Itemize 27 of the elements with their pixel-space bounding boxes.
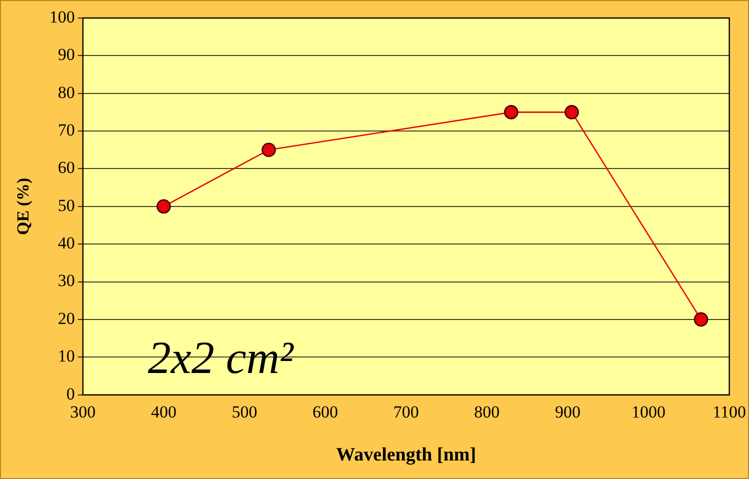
y-tick-label: 10 xyxy=(58,346,75,366)
x-tick-label: 500 xyxy=(232,402,258,422)
y-tick-label: 80 xyxy=(58,82,75,102)
x-tick-label: 1000 xyxy=(632,402,666,422)
x-tick-label: 300 xyxy=(70,402,96,422)
point xyxy=(262,142,276,158)
y-tick-label: 30 xyxy=(58,271,75,290)
point xyxy=(156,199,171,214)
point xyxy=(504,105,518,120)
y-tick-label: 100 xyxy=(49,7,75,26)
x-tick-label: 900 xyxy=(554,402,580,422)
y-tick-label: 40 xyxy=(58,234,75,253)
y-tick-label: 90 xyxy=(58,45,75,64)
x-tick-label: 700 xyxy=(393,402,419,422)
y-axis-title: QE (%) xyxy=(14,178,33,235)
point xyxy=(564,105,579,120)
point xyxy=(694,312,708,327)
x-axis-title: Wavelength [nm] xyxy=(336,444,476,466)
x-tick-label: 600 xyxy=(312,402,338,422)
x-tick-label: 800 xyxy=(474,402,500,422)
x-tick-label: 400 xyxy=(150,402,176,422)
y-tick-label: 20 xyxy=(58,308,75,328)
y-tick-label: 0 xyxy=(66,384,75,404)
y-tick-label: 70 xyxy=(58,120,75,140)
y-tick-label: 60 xyxy=(58,158,75,178)
y-tick-label: 50 xyxy=(58,196,75,215)
x-tick-label: 1100 xyxy=(712,402,746,422)
